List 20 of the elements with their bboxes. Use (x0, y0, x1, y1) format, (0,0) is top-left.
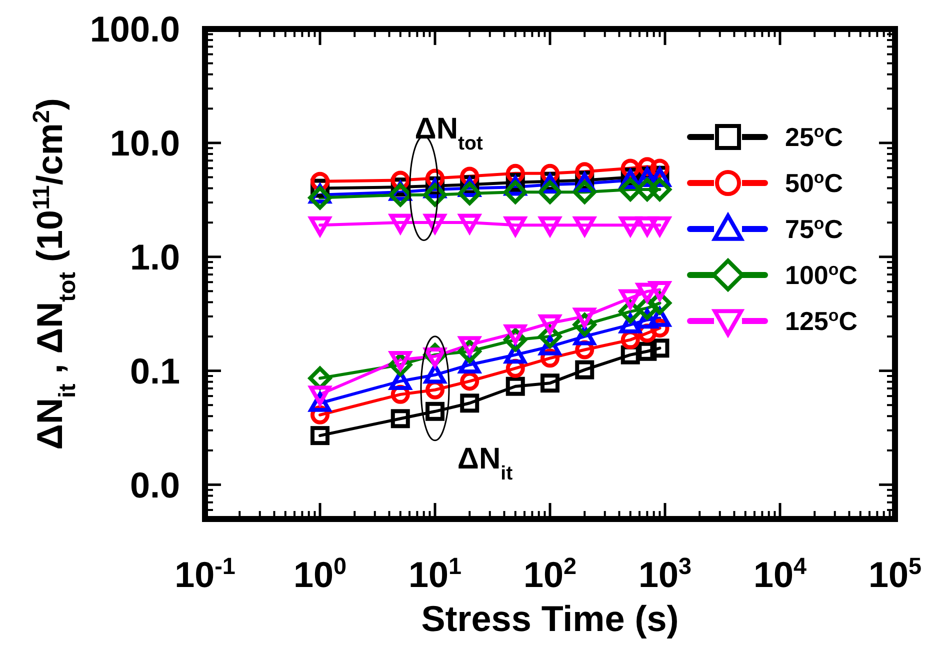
legend-label: 125$^{o}$C (785, 306, 858, 336)
y-tick-label: 10.0 (110, 122, 180, 164)
x-tick-label: 10$^{5}$ (868, 553, 922, 595)
x-tick-label: 10$^{-1}$ (174, 553, 236, 595)
x-tick-label: 10$^{3}$ (638, 553, 692, 595)
x-tick-label: 10$^{2}$ (523, 553, 577, 595)
y-tick-label: 0.0 (130, 464, 180, 506)
legend-label: 100$^{o}$C (785, 260, 858, 290)
annotation: ΔN$_{tot}$ (414, 112, 484, 154)
y-tick-label: 1.0 (130, 236, 180, 278)
x-axis-title: Stress Time (s) (421, 598, 679, 639)
legend-label: 50$^{o}$C (785, 168, 844, 198)
y-tick-label: 100.0 (90, 8, 180, 50)
x-tick-label: 10$^{0}$ (293, 553, 347, 595)
annotation: ΔN$_{it}$ (457, 442, 514, 484)
x-tick-label: 10$^{4}$ (753, 553, 807, 595)
y-tick-label: 0.1 (130, 350, 180, 392)
x-tick-label: 10$^{1}$ (408, 553, 462, 595)
legend-label: 75$^{o}$C (785, 214, 844, 244)
legend-label: 25$^{o}$C (785, 122, 844, 152)
